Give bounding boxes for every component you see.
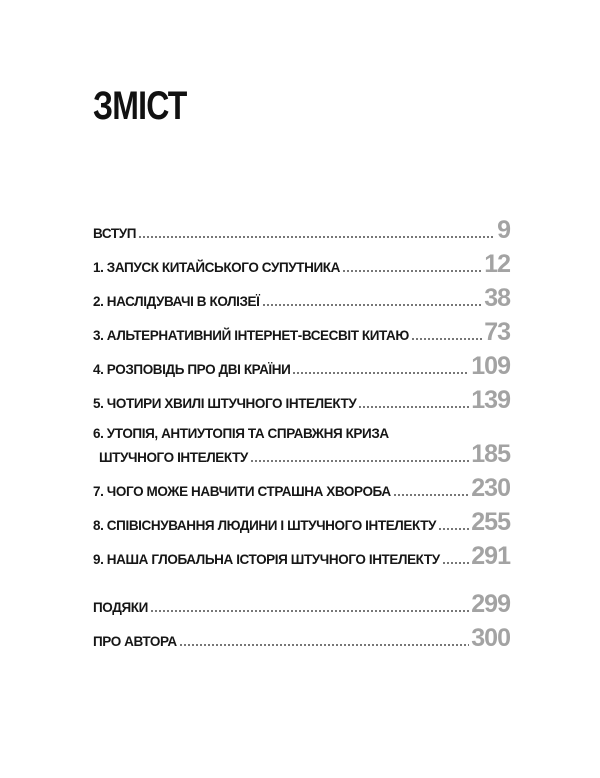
toc-entry: 2. НАСЛІДУВАЧІ В КОЛІЗЕЇ 38 [93, 284, 511, 312]
toc-entry-label: 8. СПІВІСНУВАННЯ ЛЮДИНИ І ШТУЧНОГО ІНТЕЛ… [93, 518, 436, 533]
toc-entry-page-number: 185 [471, 440, 511, 468]
toc-entry: ВСТУП 9 [93, 216, 511, 244]
toc-entry-page-number: 9 [497, 216, 511, 244]
toc-entry-page-number: 12 [484, 250, 511, 278]
page-title: ЗМІСТ [93, 84, 187, 128]
leader-dots [179, 644, 470, 646]
toc-entry-label: 3. АЛЬТЕРНАТИВНИЙ ІНТЕРНЕТ-ВСЕСВІТ КИТАЮ [93, 328, 409, 343]
toc-entry-label-continued: ШТУЧНОГО ІНТЕЛЕКТУ [99, 450, 248, 465]
toc-entry-list: ВСТУП 9 1. ЗАПУСК КИТАЙСЬКОГО СУПУТНИКА … [93, 216, 511, 570]
leader-dots [411, 338, 483, 340]
toc-entry-label: 4. РОЗПОВІДЬ ПРО ДВІ КРАЇНИ [93, 362, 291, 377]
toc-entry-label: 6. УТОПІЯ, АНТИУТОПІЯ ТА СПРАВЖНЯ КРИЗА [93, 426, 389, 441]
leader-dots [293, 372, 470, 374]
toc-back-matter-list: ПОДЯКИ 299 ПРО АВТОРА 300 [93, 590, 511, 652]
leader-dots [342, 270, 483, 272]
toc-entry: 3. АЛЬТЕРНАТИВНИЙ ІНТЕРНЕТ-ВСЕСВІТ КИТАЮ… [93, 318, 511, 346]
toc-entry-page-number: 73 [484, 318, 511, 346]
toc-entry-page-number: 38 [484, 284, 511, 312]
leader-dots [262, 304, 483, 306]
toc-entry-line-1: 6. УТОПІЯ, АНТИУТОПІЯ ТА СПРАВЖНЯ КРИЗА [93, 424, 510, 444]
leader-dots [439, 528, 470, 530]
toc-entry: 9. НАША ГЛОБАЛЬНА ІСТОРІЯ ШТУЧНОГО ІНТЕЛ… [93, 542, 511, 570]
leader-dots [359, 406, 470, 408]
toc-entry: 5. ЧОТИРИ ХВИЛІ ШТУЧНОГО ІНТЕЛЕКТУ 139 [93, 386, 511, 414]
leader-dots [150, 610, 470, 612]
toc-entry-label: 2. НАСЛІДУВАЧІ В КОЛІЗЕЇ [93, 294, 260, 309]
toc-entry-label: ВСТУП [93, 226, 136, 241]
leader-dots [139, 236, 496, 238]
toc-entry-label: 7. ЧОГО МОЖЕ НАВЧИТИ СТРАШНА ХВОРОБА [93, 484, 391, 499]
toc-entry-two-line: 6. УТОПІЯ, АНТИУТОПІЯ ТА СПРАВЖНЯ КРИЗА … [93, 424, 511, 468]
leader-dots [250, 460, 470, 462]
toc-entry-label: 1. ЗАПУСК КИТАЙСЬКОГО СУПУТНИКА [93, 260, 340, 275]
toc-entry-label: ПРО АВТОРА [93, 634, 177, 649]
leader-dots [442, 562, 470, 564]
toc-entry: 1. ЗАПУСК КИТАЙСЬКОГО СУПУТНИКА 12 [93, 250, 511, 278]
toc-entry-page-number: 299 [471, 590, 511, 618]
toc-entry: 8. СПІВІСНУВАННЯ ЛЮДИНИ І ШТУЧНОГО ІНТЕЛ… [93, 508, 511, 536]
toc-entry-page-number: 255 [471, 508, 511, 536]
toc-entry-page-number: 109 [471, 352, 511, 380]
toc-entry-page-number: 291 [471, 542, 511, 570]
toc-entry: ПРО АВТОРА 300 [93, 624, 511, 652]
toc-entry-label: 9. НАША ГЛОБАЛЬНА ІСТОРІЯ ШТУЧНОГО ІНТЕЛ… [93, 552, 440, 567]
toc-entry: 4. РОЗПОВІДЬ ПРО ДВІ КРАЇНИ 109 [93, 352, 511, 380]
toc-entry-label: 5. ЧОТИРИ ХВИЛІ ШТУЧНОГО ІНТЕЛЕКТУ [93, 396, 357, 411]
leader-dots [393, 494, 470, 496]
toc-entry-page-number: 139 [471, 386, 511, 414]
toc-entry: ПОДЯКИ 299 [93, 590, 511, 618]
toc-entry: 7. ЧОГО МОЖЕ НАВЧИТИ СТРАШНА ХВОРОБА 230 [93, 474, 511, 502]
toc-entry-label: ПОДЯКИ [93, 600, 148, 615]
toc-entry-page-number: 300 [471, 624, 511, 652]
toc-entry-line-2: ШТУЧНОГО ІНТЕЛЕКТУ 185 [93, 440, 511, 468]
toc-entry-page-number: 230 [471, 474, 511, 502]
